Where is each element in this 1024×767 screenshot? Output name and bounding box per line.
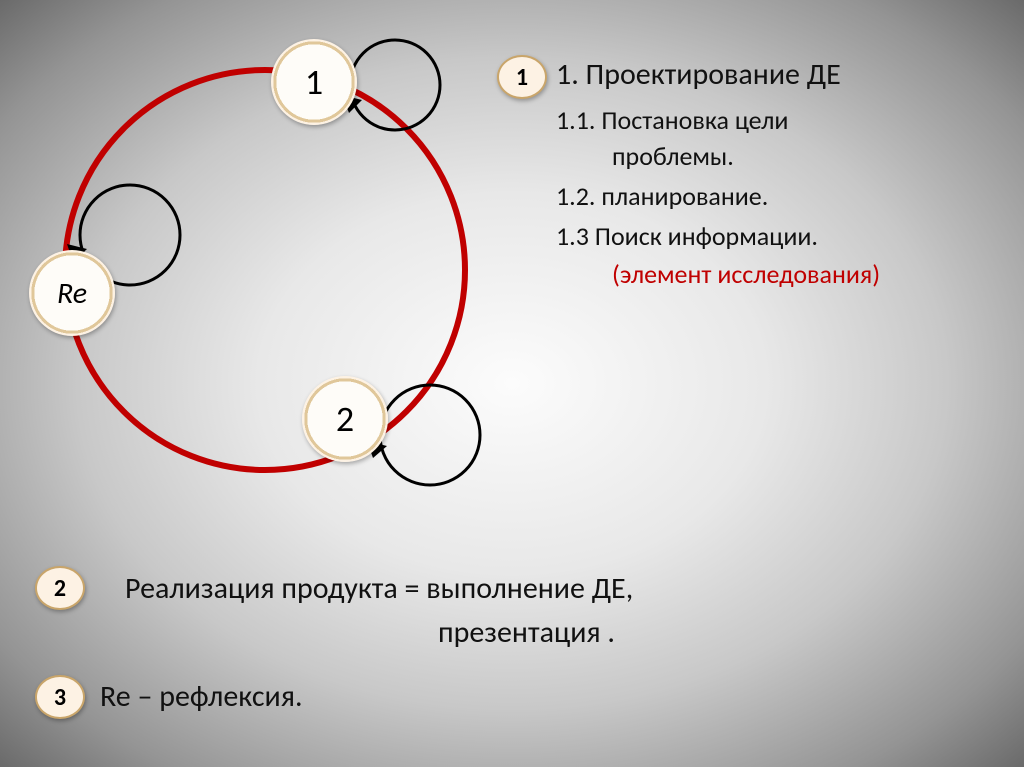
cycle-node-1: 1 (271, 39, 357, 125)
section-1-title: 1. Проектирование ДЕ (556, 56, 841, 93)
cycle-node-1-label: 1 (305, 60, 323, 104)
cycle-node-2: 2 (302, 376, 388, 462)
cycle-node-re-label: Re (57, 275, 87, 312)
section-3-line: Re – рефлексия. (100, 678, 303, 715)
section-1-1b: проблемы. (612, 140, 734, 172)
cycle-node-re: Re (29, 250, 115, 336)
cycle-node-2-label: 2 (336, 397, 354, 441)
section-2-line-b: презентация . (438, 614, 615, 651)
section-1-2: 1.2. планирование. (556, 180, 768, 212)
section-2-line-a: Реализация продукта = выполнение ДЕ, (125, 570, 633, 607)
legend-badge-2: 2 (35, 566, 85, 610)
self-loop-node2 (380, 385, 480, 485)
legend-badge-1-label: 1 (516, 63, 528, 92)
legend-badge-3-label: 3 (54, 683, 66, 712)
diagram-svg (0, 0, 1024, 767)
legend-badge-3: 3 (35, 675, 85, 719)
section-1-1a: 1.1. Постановка цели (556, 104, 789, 136)
section-1-note: (элемент исследования) (612, 258, 880, 290)
section-1-3: 1.3 Поиск информации. (556, 220, 818, 252)
legend-badge-2-label: 2 (54, 574, 66, 603)
legend-badge-1: 1 (497, 55, 547, 99)
slide-canvas: 1 2 Re 1 2 3 1. Проектирование ДЕ 1.1. П… (0, 0, 1024, 767)
